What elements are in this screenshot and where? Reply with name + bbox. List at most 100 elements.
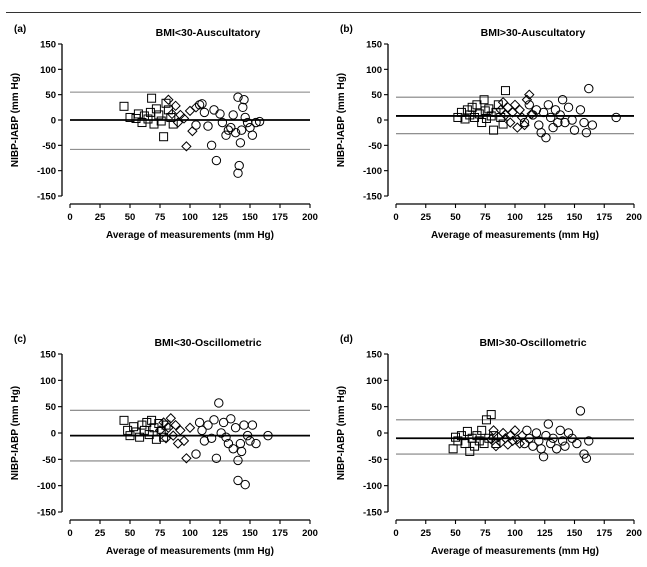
data-point-circle [247,130,258,140]
data-point-diamond [175,425,186,436]
x-tick-label: 200 [302,212,318,223]
x-tick-label: 100 [507,528,523,539]
data-point-circle [557,95,568,105]
x-tick-label: 200 [626,212,642,223]
x-tick-label: 100 [182,528,198,539]
data-point-diamond [509,425,521,436]
x-axis-label: Average of measurements (mm Hg) [431,546,599,557]
data-point-circle [206,433,217,443]
x-tick-label: 200 [626,528,642,539]
x-tick-label: 50 [450,528,461,539]
data-point-square [465,446,475,456]
chart-title: BMI<30-Auscultatory [156,27,261,39]
data-point-circle [209,105,219,115]
data-point-diamond [509,99,521,111]
y-tick-label: -100 [37,166,56,177]
y-tick-label: -100 [363,481,382,492]
data-point-circle [254,116,265,127]
data-point-circle [245,436,255,446]
data-point-circle [238,102,248,113]
data-point-circle [233,92,243,102]
data-point-circle [233,455,243,466]
data-point-circle [560,441,570,451]
data-point-square [151,104,161,114]
panel-label: (d) [340,334,353,345]
data-point-circle [240,479,250,490]
data-point-diamond [163,94,174,105]
y-tick-label: 100 [366,376,382,387]
x-tick-label: 175 [596,212,613,223]
x-tick-label: 150 [567,528,583,539]
data-point-circle [572,438,582,449]
x-tick-label: 50 [125,212,136,223]
data-point-diamond [158,417,169,428]
data-point-circle [567,433,577,443]
y-tick-label: -50 [368,141,382,152]
data-point-circle [242,430,253,441]
data-point-circle [611,112,621,123]
x-tick-label: 50 [450,212,461,223]
data-point-circle [228,444,238,454]
data-point-square [166,112,176,122]
data-point-circle [524,100,534,110]
y-tick-label: 150 [366,40,382,51]
x-tick-label: 150 [242,528,258,539]
data-point-square [144,430,154,440]
data-point-square [467,102,477,112]
data-point-circle [567,115,577,125]
data-point-diamond [160,433,172,444]
y-tick-label: 0 [377,429,382,440]
data-point-circle [551,444,562,454]
x-tick-label: 75 [480,528,491,539]
data-point-diamond [181,141,192,152]
data-point-circle [197,99,207,109]
x-tick-label: 0 [393,212,398,223]
chart-title: BMI<30-Oscillometric [154,337,261,349]
data-point-circle [235,438,246,449]
data-point-circle [524,433,534,443]
x-tick-label: 175 [272,528,289,539]
data-point-circle [239,95,249,105]
y-tick-label: 50 [371,402,382,413]
data-point-circle [531,105,542,115]
data-point-circle [548,433,558,443]
data-point-square [479,95,489,105]
data-point-circle [538,107,549,118]
y-tick-label: 150 [366,350,382,361]
data-point-circle [233,168,243,178]
data-point-circle [214,398,224,408]
data-point-diamond [526,108,537,120]
data-point-square [147,93,157,103]
y-tick-label: 100 [366,65,382,76]
data-point-circle [226,414,236,424]
data-point-square [470,441,480,451]
data-point-circle [251,438,261,449]
data-point-square [489,125,499,135]
data-point-circle [536,127,546,138]
x-tick-label: 25 [420,528,431,539]
data-point-circle [528,441,538,451]
data-point-diamond [170,419,181,431]
data-point-circle [228,110,238,120]
data-point-circle [203,121,213,131]
x-tick-label: 125 [212,212,229,223]
data-point-circle [522,425,532,436]
x-tick-label: 150 [567,212,583,223]
data-point-diamond [178,435,190,447]
y-tick-label: 50 [371,90,382,101]
data-point-square [493,100,503,110]
x-tick-label: 25 [420,212,431,223]
data-point-diamond [170,100,181,112]
panel-label: (a) [14,24,26,35]
data-point-square [143,114,153,124]
data-point-diamond [497,97,509,108]
data-point-square [481,415,491,425]
data-point-circle [555,110,565,120]
y-tick-label: -150 [37,192,56,203]
data-point-circle [531,428,542,438]
data-point-circle [236,446,247,457]
data-point-circle [217,117,228,128]
data-point-circle [223,438,234,449]
data-point-circle [543,100,554,110]
data-point-diamond [514,438,525,449]
